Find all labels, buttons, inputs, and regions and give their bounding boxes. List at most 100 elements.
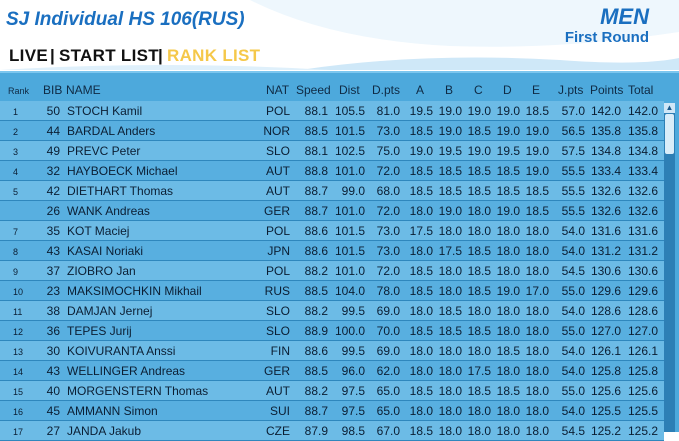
- name-cell: DIETHART Thomas: [67, 184, 174, 198]
- points-cell: 125.2: [590, 424, 621, 438]
- rank-cell: 2: [13, 127, 19, 137]
- round-label: First Round: [564, 29, 649, 46]
- judge-d-cell: 18.0: [496, 324, 520, 338]
- points-cell: 129.6: [590, 284, 621, 298]
- rank-cell: 4: [13, 167, 19, 177]
- total-cell: 132.6: [627, 204, 658, 218]
- col-e: E: [532, 83, 541, 97]
- speed-cell: 88.2: [304, 304, 328, 318]
- judge-c-cell: 18.0: [467, 404, 491, 418]
- bib-cell: 30: [46, 344, 60, 358]
- dist-cell: 96.0: [341, 364, 365, 378]
- table-row[interactable]: 17 27 JANDA Jakub CZE 87.9 98.5 67.0 18.5 18.0 18…: [0, 421, 664, 441]
- judge-c-cell: 18.5: [467, 384, 491, 398]
- bib-cell: 50: [46, 104, 60, 118]
- judge-a-cell: 18.5: [409, 284, 433, 298]
- table-row[interactable]: 26 WANK Andreas GER 88.7 101.0 72.0 18.0 19.0 18…: [0, 201, 664, 221]
- judge-a-cell: 18.5: [409, 164, 433, 178]
- judge-d-cell: 19.0: [496, 204, 520, 218]
- table-row[interactable]: 2 44 BARDAL Anders NOR 88.5 101.5 73.0 18.5 19.0…: [0, 121, 664, 141]
- bib-cell: 36: [46, 324, 60, 338]
- table-row[interactable]: 16 45 AMMANN Simon SUI 88.7 97.5 65.0 18.0 18.0 1…: [0, 401, 664, 421]
- bib-cell: 40: [46, 384, 60, 398]
- bib-cell: 32: [46, 164, 60, 178]
- name-cell: HAYBOECK Michael: [67, 164, 178, 178]
- points-cell: 125.5: [590, 404, 621, 418]
- scrollbar[interactable]: ▲: [664, 103, 675, 432]
- points-cell: 134.8: [590, 144, 621, 158]
- table-row[interactable]: 4 32 HAYBOECK Michael AUT 88.8 101.0 72.0 18.5 1…: [0, 161, 664, 181]
- table-row[interactable]: 8 43 KASAI Noriaki JPN 88.6 101.5 73.0 18.0 17.5…: [0, 241, 664, 261]
- dpts-cell: 65.0: [376, 384, 400, 398]
- table-row[interactable]: 9 37 ZIOBRO Jan POL 88.2 101.0 72.0 18.5 18.0 18.…: [0, 261, 664, 281]
- col-b: B: [445, 83, 454, 97]
- judge-d-cell: 18.5: [496, 184, 520, 198]
- dist-cell: 101.5: [334, 244, 365, 258]
- points-cell: 128.6: [590, 304, 621, 318]
- col-name: NAME: [66, 83, 101, 97]
- points-cell: 126.1: [590, 344, 621, 358]
- table-row[interactable]: 14 43 WELLINGER Andreas GER 88.5 96.0 62.0 18.0…: [0, 361, 664, 381]
- jpts-cell: 54.0: [561, 404, 585, 418]
- points-cell: 135.8: [590, 124, 621, 138]
- dpts-cell: 73.0: [376, 224, 400, 238]
- dpts-cell: 81.0: [376, 104, 400, 118]
- judge-c-cell: 18.0: [467, 424, 491, 438]
- table-row[interactable]: 10 23 MAKSIMOCHKIN Mikhail RUS 88.5 104.0 78.0…: [0, 281, 664, 301]
- nat-cell: AUT: [266, 384, 290, 398]
- judge-a-cell: 18.5: [409, 324, 433, 338]
- name-cell: WELLINGER Andreas: [67, 364, 186, 378]
- judge-c-cell: 18.0: [467, 204, 491, 218]
- col-jpts: J.pts: [558, 83, 584, 97]
- nat-cell: POL: [265, 224, 290, 238]
- dist-cell: 101.0: [334, 264, 365, 278]
- judge-c-cell: 18.0: [467, 304, 491, 318]
- speed-cell: 88.1: [304, 104, 328, 118]
- table-row[interactable]: 15 40 MORGENSTERN Thomas AUT 88.2 97.5 65.0 18.…: [0, 381, 664, 401]
- tab-rank-list[interactable]: RANK LIST: [167, 46, 261, 65]
- table-row[interactable]: 13 30 KOIVURANTA Anssi FIN 88.6 99.5 69.0 18.0 1…: [0, 341, 664, 361]
- table-row[interactable]: 7 35 KOT Maciej POL 88.6 101.5 73.0 17.5 18.0 18.…: [0, 221, 664, 241]
- judge-a-cell: 19.5: [409, 104, 433, 118]
- table-row[interactable]: 11 38 DAMJAN Jernej SLO 88.2 99.5 69.0 18.0 18.5…: [0, 301, 664, 321]
- dpts-cell: 72.0: [376, 264, 400, 278]
- judge-d-cell: 18.5: [496, 384, 520, 398]
- total-cell: 134.8: [627, 144, 658, 158]
- gender-label: MEN: [600, 4, 649, 29]
- rank-cell: 9: [13, 267, 19, 277]
- triangle-up-icon[interactable]: ▲: [664, 103, 675, 113]
- dpts-cell: 62.0: [376, 364, 400, 378]
- col-speed: Speed: [296, 83, 331, 97]
- dpts-cell: 72.0: [376, 164, 400, 178]
- total-cell: 126.1: [627, 344, 658, 358]
- judge-c-cell: 18.5: [467, 164, 491, 178]
- nat-cell: RUS: [264, 284, 290, 298]
- tab-start-list[interactable]: START LIST: [59, 46, 159, 65]
- table-row[interactable]: 3 49 PREVC Peter SLO 88.1 102.5 75.0 19.0 19.5 19…: [0, 141, 664, 161]
- judge-b-cell: 18.0: [438, 344, 462, 358]
- judge-b-cell: 19.0: [438, 204, 462, 218]
- judge-b-cell: 19.0: [438, 124, 462, 138]
- tab-separator: |: [158, 46, 163, 65]
- table-row[interactable]: 1 50 STOCH Kamil POL 88.1 105.5 81.0 19.5 19.0 19…: [0, 101, 664, 121]
- judge-d-cell: 18.0: [496, 264, 520, 278]
- points-cell: 132.6: [590, 204, 621, 218]
- nat-cell: POL: [265, 264, 290, 278]
- tab-live[interactable]: LIVE: [9, 46, 48, 65]
- scrollbar-thumb[interactable]: [665, 114, 674, 154]
- points-cell: 125.6: [590, 384, 621, 398]
- table-row[interactable]: 12 36 TEPES Jurij SLO 88.9 100.0 70.0 18.5 18.5 1…: [0, 321, 664, 341]
- name-cell: TEPES Jurij: [67, 324, 132, 338]
- judge-d-cell: 18.0: [496, 424, 520, 438]
- dpts-cell: 78.0: [376, 284, 400, 298]
- dist-cell: 99.5: [341, 344, 365, 358]
- jpts-cell: 55.5: [561, 204, 585, 218]
- total-cell: 135.8: [627, 124, 658, 138]
- total-cell: 127.0: [627, 324, 658, 338]
- dist-cell: 101.5: [334, 224, 365, 238]
- table-row[interactable]: 5 42 DIETHART Thomas AUT 88.7 99.0 68.0 18.5 18.…: [0, 181, 664, 201]
- dpts-cell: 72.0: [376, 204, 400, 218]
- jpts-cell: 54.0: [561, 344, 585, 358]
- judge-c-cell: 18.5: [467, 244, 491, 258]
- rank-cell: 11: [13, 307, 23, 317]
